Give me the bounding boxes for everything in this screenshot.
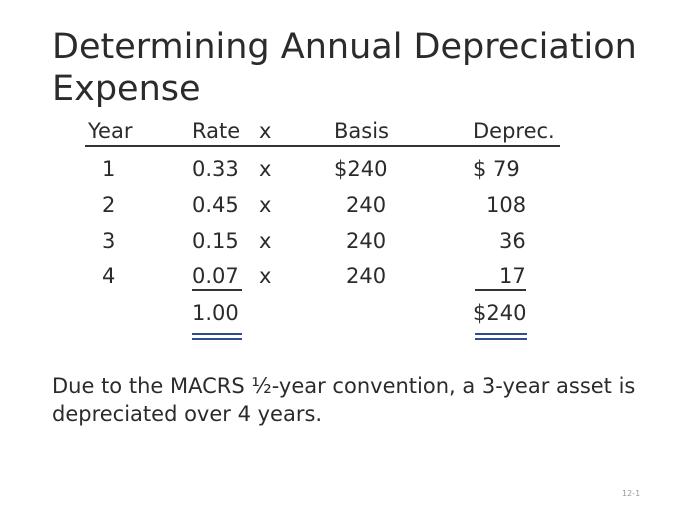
row-times: x <box>259 264 272 288</box>
deprec-total-double-underline-top <box>475 333 527 335</box>
header-times: x <box>259 119 272 143</box>
row-basis: 240 <box>346 264 387 288</box>
header-basis: Basis <box>334 119 389 143</box>
row-times: x <box>259 193 272 217</box>
header-rate: Rate <box>192 119 241 143</box>
row-times: x <box>259 157 272 181</box>
deprec-total-double-underline-bottom <box>475 338 527 340</box>
row-rate: 0.15 <box>192 229 239 253</box>
rate-subtotal-underline <box>192 289 242 291</box>
row-deprec: $ 79 <box>473 157 520 181</box>
slide-title: Determining Annual Depreciation Expense <box>52 27 637 109</box>
row-deprec: 36 <box>499 229 526 253</box>
row-rate: 0.07 <box>192 264 239 288</box>
header-deprec: Deprec. <box>473 119 555 143</box>
header-underline <box>85 145 560 147</box>
rate-total-double-underline-top <box>192 333 242 335</box>
row-basis: $240 <box>334 157 388 181</box>
row-basis: 240 <box>346 193 387 217</box>
row-year: 3 <box>102 229 116 253</box>
slide-number: 12-1 <box>622 489 641 498</box>
row-deprec: 108 <box>486 193 527 217</box>
row-rate: 0.33 <box>192 157 239 181</box>
total-deprec: $240 <box>473 301 527 325</box>
macrs-note: Due to the MACRS ½-year convention, a 3-… <box>52 374 636 426</box>
total-rate: 1.00 <box>192 301 239 325</box>
rate-total-double-underline-bottom <box>192 338 242 340</box>
row-basis: 240 <box>346 229 387 253</box>
row-rate: 0.45 <box>192 193 239 217</box>
deprec-subtotal-underline <box>475 289 526 291</box>
row-deprec: 17 <box>499 264 526 288</box>
row-year: 1 <box>102 157 116 181</box>
row-year: 4 <box>102 264 116 288</box>
row-times: x <box>259 229 272 253</box>
header-year: Year <box>88 119 133 143</box>
row-year: 2 <box>102 193 116 217</box>
